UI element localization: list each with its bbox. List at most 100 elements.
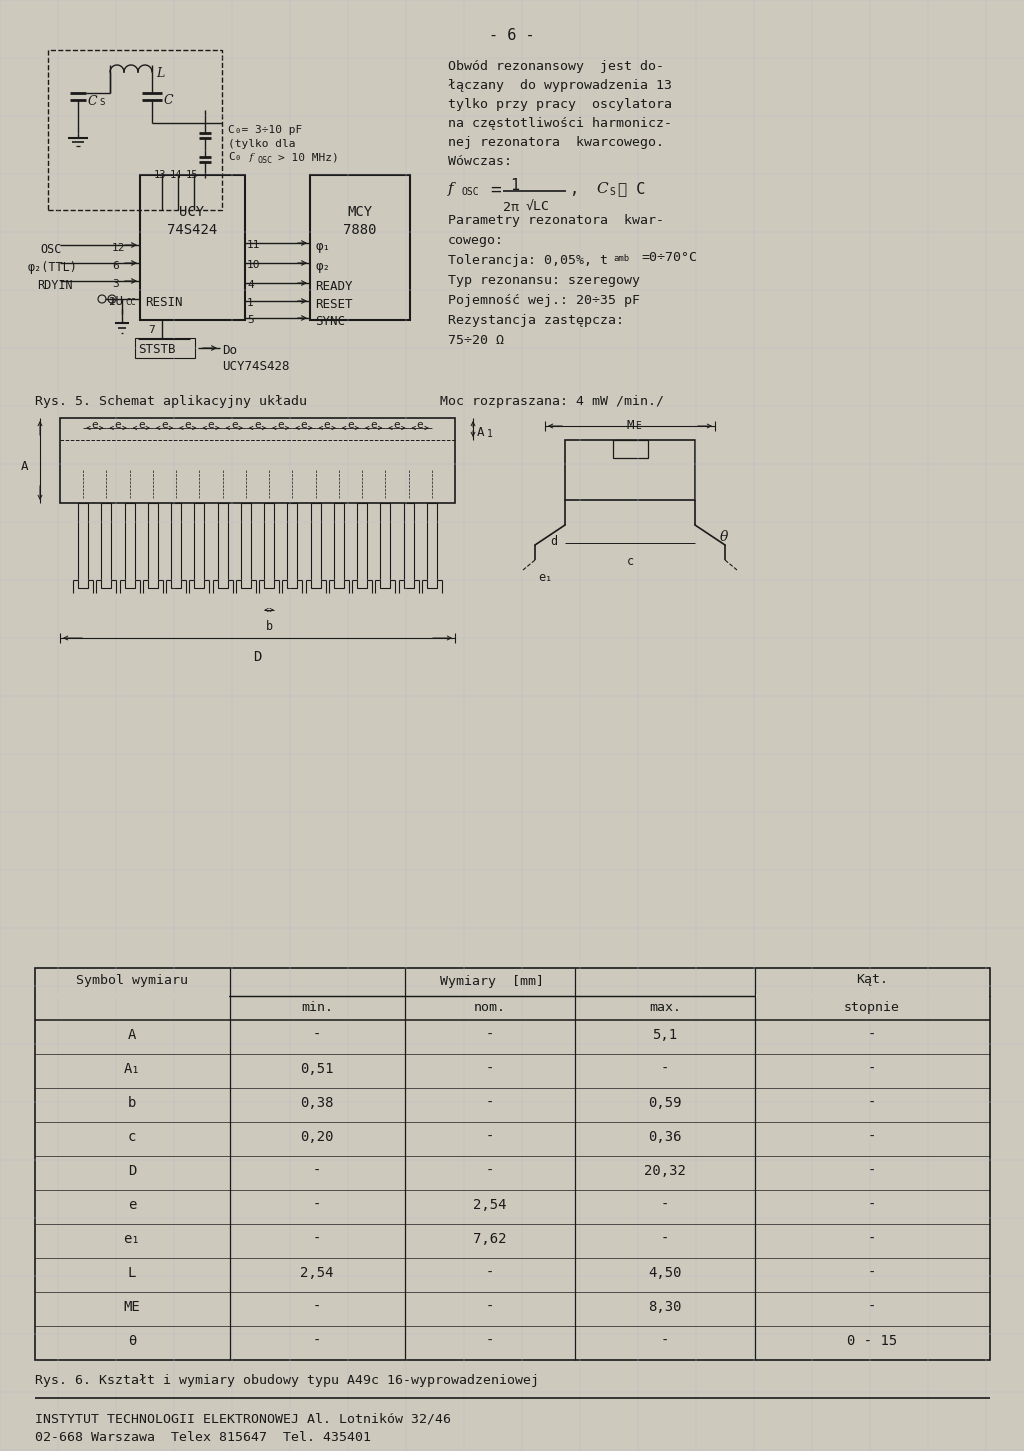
Text: CC: CC bbox=[125, 297, 136, 308]
Text: INSTYTUT TECHNOLOGII ELEKTRONOWEJ Al. Lotników 32/46: INSTYTUT TECHNOLOGII ELEKTRONOWEJ Al. Lo… bbox=[35, 1412, 451, 1425]
Text: =: = bbox=[490, 181, 501, 199]
Text: A₁: A₁ bbox=[124, 1062, 140, 1077]
Text: 74S424: 74S424 bbox=[167, 223, 217, 237]
Bar bbox=[125, 503, 135, 588]
Bar bbox=[48, 49, 222, 210]
Text: c: c bbox=[128, 1130, 136, 1143]
Text: -: - bbox=[485, 1300, 495, 1315]
Text: RESET: RESET bbox=[315, 297, 352, 311]
Text: -: - bbox=[312, 1199, 322, 1212]
Text: ↑U: ↑U bbox=[108, 295, 123, 308]
Text: e: e bbox=[161, 419, 168, 429]
Text: na częstotliwości harmonicz-: na częstotliwości harmonicz- bbox=[449, 118, 672, 131]
Text: -: - bbox=[485, 1333, 495, 1348]
Text: e: e bbox=[184, 419, 191, 429]
Text: min.: min. bbox=[301, 1001, 333, 1014]
Text: e: e bbox=[393, 419, 400, 429]
Bar bbox=[565, 440, 695, 501]
Text: 0,51: 0,51 bbox=[300, 1062, 334, 1077]
Text: M: M bbox=[627, 419, 634, 432]
Text: -: - bbox=[485, 1164, 495, 1178]
Text: e: e bbox=[91, 419, 98, 429]
Text: -: - bbox=[485, 1027, 495, 1042]
Text: A: A bbox=[22, 460, 29, 473]
Text: 3: 3 bbox=[112, 279, 119, 289]
Text: Wówczas:: Wówczas: bbox=[449, 155, 512, 168]
Text: φ₁: φ₁ bbox=[315, 239, 330, 252]
Text: 75÷20 Ω: 75÷20 Ω bbox=[449, 334, 504, 347]
Text: θ: θ bbox=[128, 1333, 136, 1348]
Text: e: e bbox=[254, 419, 261, 429]
Text: C: C bbox=[88, 94, 97, 107]
Text: √LC: √LC bbox=[526, 202, 550, 213]
Text: S: S bbox=[609, 187, 614, 197]
Text: -: - bbox=[660, 1333, 670, 1348]
Text: 2π: 2π bbox=[503, 202, 519, 213]
Bar bbox=[241, 503, 251, 588]
Text: 0 - 15: 0 - 15 bbox=[847, 1333, 897, 1348]
Text: Typ rezonansu: szeregowy: Typ rezonansu: szeregowy bbox=[449, 274, 640, 287]
Text: 15: 15 bbox=[186, 170, 199, 180]
Text: D: D bbox=[128, 1164, 136, 1178]
Text: cowego:: cowego: bbox=[449, 234, 504, 247]
Text: 2: 2 bbox=[108, 297, 115, 308]
Text: UCY: UCY bbox=[179, 205, 205, 219]
Text: e: e bbox=[278, 419, 284, 429]
Text: 4: 4 bbox=[247, 280, 254, 290]
Text: ME: ME bbox=[124, 1300, 140, 1315]
Text: > 10 MHz): > 10 MHz) bbox=[278, 152, 339, 163]
Text: E: E bbox=[635, 421, 641, 431]
Text: -: - bbox=[867, 1096, 877, 1110]
Text: 14: 14 bbox=[170, 170, 182, 180]
Text: SYNC: SYNC bbox=[315, 315, 345, 328]
Text: -: - bbox=[867, 1300, 877, 1315]
Bar bbox=[264, 503, 274, 588]
Text: OSC: OSC bbox=[461, 187, 478, 197]
Text: amb: amb bbox=[613, 254, 629, 263]
Bar bbox=[403, 503, 414, 588]
Text: Rys. 5. Schemat aplikacyjny układu: Rys. 5. Schemat aplikacyjny układu bbox=[35, 395, 307, 408]
Bar bbox=[380, 503, 390, 588]
Bar bbox=[334, 503, 344, 588]
Text: - 6 -: - 6 - bbox=[489, 28, 535, 44]
Text: Rezystancja zastępcza:: Rezystancja zastępcza: bbox=[449, 313, 624, 326]
Text: READY: READY bbox=[315, 280, 352, 293]
Text: b: b bbox=[265, 620, 272, 633]
Text: -: - bbox=[867, 1199, 877, 1212]
Text: -: - bbox=[312, 1232, 322, 1246]
Text: Do: Do bbox=[222, 344, 237, 357]
Text: 10: 10 bbox=[247, 260, 260, 270]
Text: ≫ C: ≫ C bbox=[618, 181, 645, 196]
Text: 0,38: 0,38 bbox=[300, 1096, 334, 1110]
Text: 4,50: 4,50 bbox=[648, 1267, 682, 1280]
Text: -: - bbox=[660, 1232, 670, 1246]
Text: 7: 7 bbox=[148, 325, 155, 335]
Text: D: D bbox=[253, 650, 261, 665]
Text: max.: max. bbox=[649, 1001, 681, 1014]
Bar bbox=[310, 176, 410, 321]
Bar bbox=[427, 503, 437, 588]
Text: -: - bbox=[867, 1164, 877, 1178]
Text: e: e bbox=[324, 419, 331, 429]
Text: 1: 1 bbox=[487, 429, 493, 440]
Text: 1: 1 bbox=[510, 178, 519, 193]
Bar bbox=[310, 503, 321, 588]
Text: 5: 5 bbox=[247, 315, 254, 325]
Text: -: - bbox=[867, 1027, 877, 1042]
Text: C: C bbox=[596, 181, 607, 196]
Text: OSC: OSC bbox=[40, 242, 61, 255]
Text: 13: 13 bbox=[154, 170, 167, 180]
Text: e: e bbox=[371, 419, 377, 429]
Text: Parametry rezonatora  kwar-: Parametry rezonatora kwar- bbox=[449, 213, 664, 226]
Bar bbox=[135, 338, 195, 358]
Text: MCY: MCY bbox=[347, 205, 373, 219]
Text: 7880: 7880 bbox=[343, 223, 377, 237]
Text: 5,1: 5,1 bbox=[652, 1027, 678, 1042]
Text: -: - bbox=[867, 1130, 877, 1143]
Text: -: - bbox=[312, 1333, 322, 1348]
Text: -: - bbox=[485, 1062, 495, 1077]
Bar bbox=[195, 503, 205, 588]
Text: φ₂(TTL): φ₂(TTL) bbox=[28, 261, 78, 274]
Text: e₁: e₁ bbox=[124, 1232, 140, 1246]
Text: -: - bbox=[485, 1096, 495, 1110]
